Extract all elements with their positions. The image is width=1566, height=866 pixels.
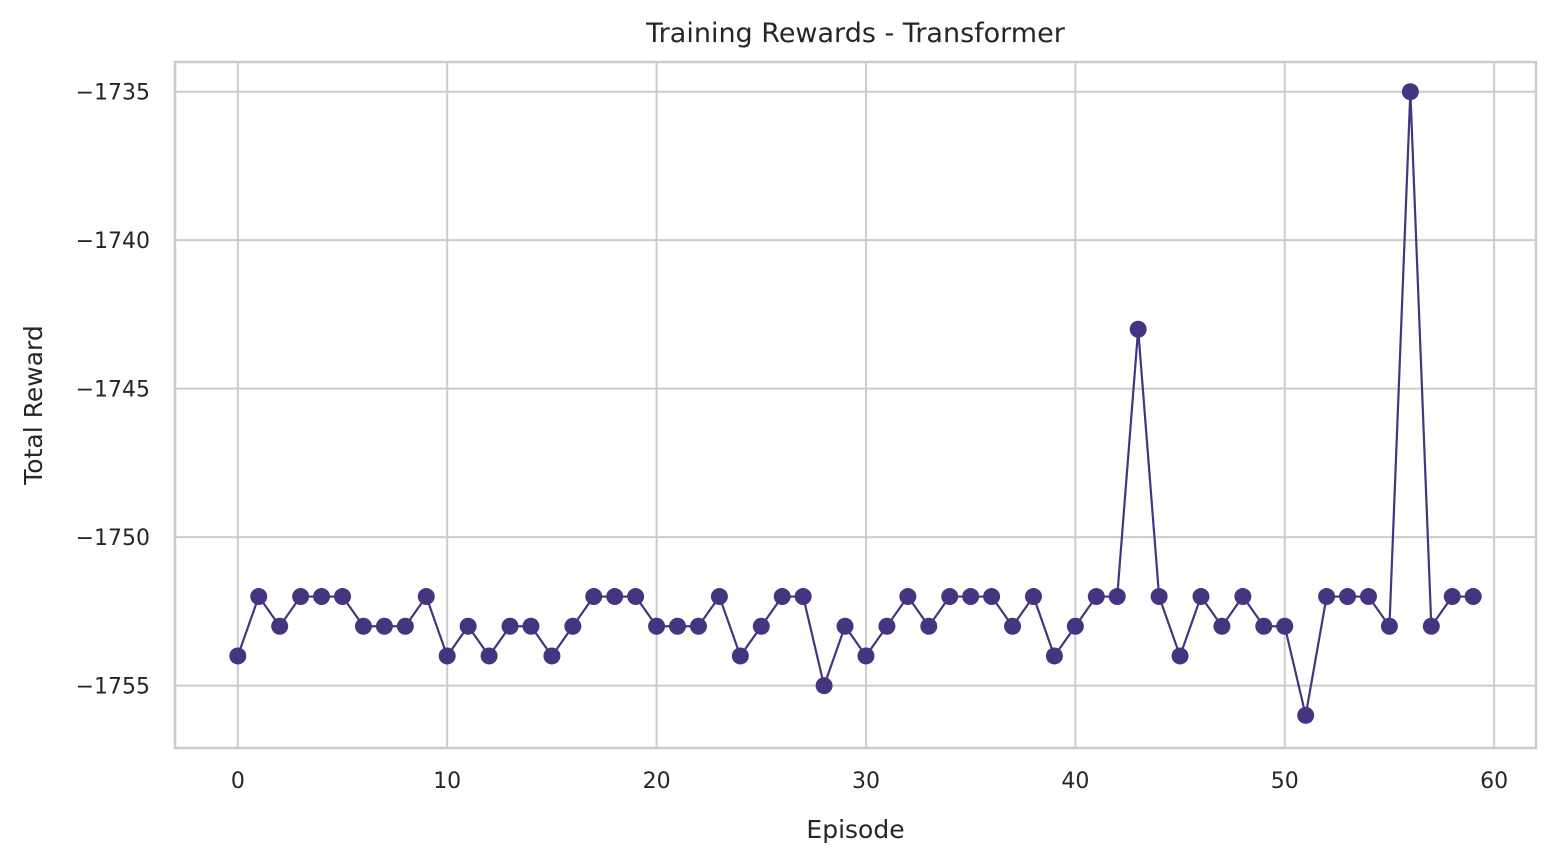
- x-tick-label: 10: [433, 769, 461, 794]
- data-point: [417, 588, 435, 606]
- data-point: [1401, 83, 1419, 101]
- y-axis-label: Total Reward: [19, 325, 48, 485]
- x-tick-label: 50: [1271, 769, 1299, 794]
- data-point: [1255, 617, 1273, 635]
- data-point: [1066, 617, 1084, 635]
- data-point: [983, 588, 1001, 606]
- x-tick-label: 30: [852, 769, 880, 794]
- data-point: [878, 617, 896, 635]
- data-point: [1234, 588, 1252, 606]
- data-point: [627, 588, 645, 606]
- data-point: [794, 588, 812, 606]
- data-point: [1464, 588, 1482, 606]
- x-tick-label: 60: [1480, 769, 1508, 794]
- vertical-gridlines: [236, 62, 1496, 748]
- data-point: [836, 617, 854, 635]
- data-point: [815, 677, 833, 695]
- data-point: [773, 588, 791, 606]
- plot-frame: [173, 60, 1538, 750]
- data-point: [899, 588, 917, 606]
- horizontal-gridlines: [175, 90, 1536, 687]
- data-point: [1045, 647, 1063, 665]
- data-point: [648, 617, 666, 635]
- data-point: [438, 647, 456, 665]
- y-tick-label: −1740: [76, 229, 150, 254]
- data-point: [941, 588, 959, 606]
- x-tick-label: 40: [1061, 769, 1089, 794]
- data-point: [396, 617, 414, 635]
- x-tick-label: 0: [231, 769, 245, 794]
- chart-title: Training Rewards - Transformer: [645, 18, 1066, 49]
- data-point: [375, 617, 393, 635]
- data-point: [585, 588, 603, 606]
- data-point: [1213, 617, 1231, 635]
- data-point: [920, 617, 938, 635]
- data-point: [543, 647, 561, 665]
- x-axis-label: Episode: [806, 815, 904, 844]
- y-tick-label: −1750: [76, 526, 150, 551]
- data-point: [271, 617, 289, 635]
- data-point: [1359, 588, 1377, 606]
- data-point: [313, 588, 331, 606]
- data-point: [459, 617, 477, 635]
- data-point: [292, 588, 310, 606]
- data-point: [857, 647, 875, 665]
- data-point: [250, 588, 268, 606]
- data-point: [669, 617, 687, 635]
- data-point: [606, 588, 624, 606]
- data-point: [689, 617, 707, 635]
- data-point: [731, 647, 749, 665]
- data-point: [1024, 588, 1042, 606]
- data-point: [1171, 647, 1189, 665]
- data-point: [1443, 588, 1461, 606]
- y-tick-label: −1735: [76, 81, 150, 106]
- data-point: [501, 617, 519, 635]
- data-point: [229, 647, 247, 665]
- data-point: [1108, 588, 1126, 606]
- data-point: [1129, 320, 1147, 338]
- series-layer: [229, 83, 1482, 724]
- data-point: [1318, 588, 1336, 606]
- data-point: [1004, 617, 1022, 635]
- data-point: [752, 617, 770, 635]
- data-point: [334, 588, 352, 606]
- data-point: [564, 617, 582, 635]
- data-point: [1297, 706, 1315, 724]
- data-point: [354, 617, 372, 635]
- data-point: [480, 647, 498, 665]
- x-tick-label: 20: [643, 769, 671, 794]
- x-tick-labels: 0 10 20 30 40 50 60: [231, 769, 1508, 794]
- data-point: [1422, 617, 1440, 635]
- y-tick-label: −1745: [76, 378, 150, 403]
- data-point: [1276, 617, 1294, 635]
- data-point: [1087, 588, 1105, 606]
- data-point: [1150, 588, 1168, 606]
- data-point: [710, 588, 728, 606]
- y-tick-labels: −1735 −1740 −1745 −1750 −1755: [76, 81, 150, 700]
- data-point: [1339, 588, 1357, 606]
- data-point: [1192, 588, 1210, 606]
- data-point: [1380, 617, 1398, 635]
- data-point: [522, 617, 540, 635]
- y-tick-label: −1755: [76, 675, 150, 700]
- data-point: [962, 588, 980, 606]
